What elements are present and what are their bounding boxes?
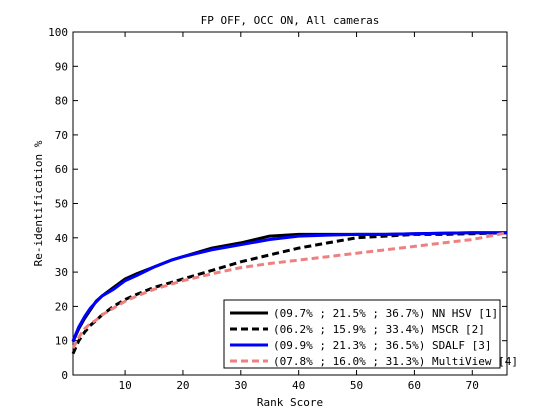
y-tick-label: 100 — [48, 26, 68, 39]
legend-label-4: (07.8% ; 16.0% ; 31.3%) MultiView [4] — [273, 355, 518, 368]
y-tick-label: 80 — [55, 95, 68, 108]
x-tick-label: 70 — [466, 379, 479, 392]
y-tick-label: 20 — [55, 300, 68, 313]
y-tick-label: 50 — [55, 198, 68, 211]
x-tick-label: 50 — [350, 379, 363, 392]
x-tick-label: 30 — [234, 379, 247, 392]
legend-label-2: (06.2% ; 15.9% ; 33.4%) MSCR [2] — [273, 323, 485, 336]
x-axis-ticks: 10 20 30 40 50 60 70 — [118, 32, 479, 392]
legend-label-1: (09.7% ; 21.5% ; 36.7%) NN HSV [1] — [273, 307, 498, 320]
x-axis-label: Rank Score — [257, 396, 323, 409]
x-tick-label: 20 — [176, 379, 189, 392]
x-tick-label: 60 — [408, 379, 421, 392]
x-tick-label: 40 — [292, 379, 305, 392]
series-lines — [71, 231, 508, 355]
x-tick-label: 10 — [118, 379, 131, 392]
y-tick-label: 90 — [55, 60, 68, 73]
y-tick-label: 60 — [55, 163, 68, 176]
chart-title: FP OFF, OCC ON, All cameras — [201, 14, 380, 27]
series-line-3 — [71, 231, 507, 342]
series-line-4 — [71, 231, 508, 349]
legend-label-3: (09.9% ; 21.3% ; 36.5%) SDALF [3] — [273, 339, 492, 352]
y-axis-ticks: 0 10 20 30 40 50 60 70 80 90 100 — [48, 26, 507, 382]
y-tick-label: 70 — [55, 129, 68, 142]
y-tick-label: 10 — [55, 335, 68, 348]
y-tick-label: 0 — [61, 369, 68, 382]
legend-box — [223, 299, 501, 369]
y-tick-label: 30 — [55, 266, 68, 279]
y-tick-label: 40 — [55, 232, 68, 245]
legend: (09.7% ; 21.5% ; 36.7%) NN HSV [1] (06.2%… — [223, 299, 518, 369]
y-axis-label: Re-identification % — [32, 140, 45, 266]
